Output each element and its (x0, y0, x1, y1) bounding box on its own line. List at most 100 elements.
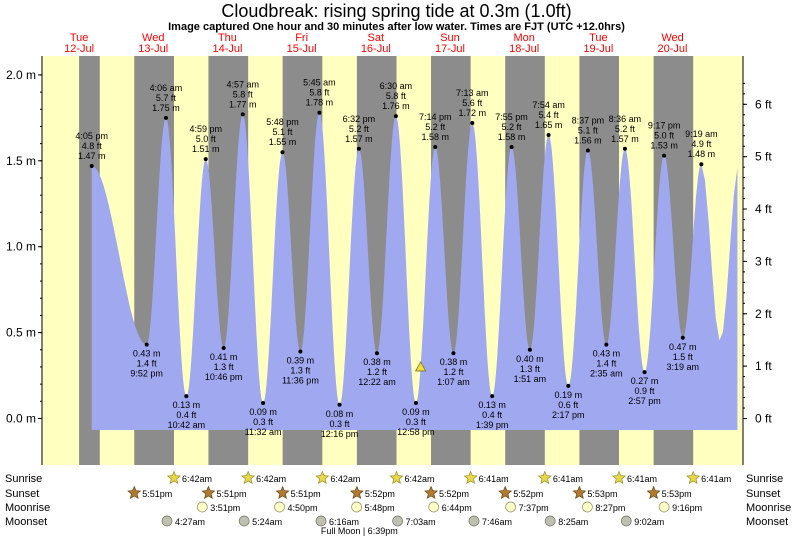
right-tick-label: 6 ft (755, 97, 772, 111)
tide-feet-label: 0.4 ft (482, 410, 503, 420)
tide-feet-label: 5.7 ft (156, 93, 177, 103)
day-name: Tue (70, 32, 89, 44)
tide-feet-label: 0.9 ft (635, 386, 656, 396)
day-date: 18-Jul (509, 43, 539, 55)
tide-feet-label: 5.0 ft (196, 134, 217, 144)
tide-point (566, 383, 571, 388)
tide-point (144, 342, 149, 347)
tide-point (280, 150, 285, 155)
tide-time-label: 12:58 pm (397, 427, 435, 437)
sunset-icon (646, 485, 661, 500)
moonrise-time: 7:37pm (519, 503, 549, 513)
left-tick-label: 1.5 m (6, 154, 36, 168)
tide-time-label: 10:46 pm (205, 372, 243, 382)
tide-point (240, 112, 245, 117)
tide-time-label: 7:54 am (532, 100, 565, 110)
moonset-time: 4:27am (175, 517, 205, 527)
sunrise-icon (611, 470, 627, 485)
sunrise-row-label-right: Sunrise (746, 473, 783, 485)
moonset-time: 7:46am (482, 517, 512, 527)
tide-feet-label: 5.8 ft (309, 88, 330, 98)
tide-time-label: 5:48 pm (266, 117, 299, 127)
day-headers: Tue12-JulWed13-JulThu14-JulFri15-JulSat1… (64, 32, 687, 55)
tide-meters-label: 0.43 m (593, 349, 621, 359)
tide-feet-label: 1.2 ft (367, 367, 388, 377)
tide-point (642, 370, 647, 375)
day-date: 20-Jul (658, 43, 688, 55)
tide-meters-label: 0.38 m (363, 357, 391, 367)
tide-meters-label: 1.58 m (498, 132, 526, 142)
tide-meters-label: 1.65 m (535, 120, 563, 130)
tide-time-label: 12:22 am (358, 377, 396, 387)
tide-point (604, 342, 609, 347)
sunrise-row-label-left: Sunrise (5, 473, 42, 485)
tide-curve (91, 112, 738, 430)
moonset-icon (468, 515, 480, 527)
day-date: 15-Jul (287, 43, 317, 55)
moonrise-row-label-right: Moonrise (746, 502, 791, 514)
tide-time-label: 2:35 am (590, 369, 623, 379)
tide-time-label: 11:36 pm (282, 375, 319, 385)
sunset-icon (201, 485, 216, 500)
sunrise-icon (389, 470, 404, 485)
moonrise-row-label-left: Moonrise (5, 502, 50, 514)
tide-feet-label: 5.2 ft (502, 122, 523, 132)
moonset-time: 9:02am (634, 517, 664, 527)
tide-feet-label: 0.3 ft (253, 417, 274, 427)
tide-meters-label: 1.48 m (688, 149, 716, 159)
tide-meters-label: 1.76 m (382, 101, 410, 111)
tide-meters-label: 0.41 m (210, 352, 238, 362)
tide-point (680, 335, 685, 340)
sunset-icon (349, 485, 364, 500)
day-date: 16-Jul (361, 43, 391, 55)
tide-point (298, 349, 303, 354)
tide-meters-label: 1.57 m (345, 134, 373, 144)
moonset-row-label-left: Moonset (5, 516, 47, 528)
tide-feet-label: 5.2 ft (425, 122, 446, 132)
day-name: Wed (142, 32, 164, 44)
tide-feet-label: 1.3 ft (214, 362, 235, 372)
sunset-icon (275, 485, 290, 500)
sunset-row-label-left: Sunset (5, 488, 39, 500)
tide-feet-label: 0.3 ft (406, 417, 427, 427)
tide-time-label: 6:30 am (380, 81, 413, 91)
moonset-icon (315, 515, 327, 527)
right-tick-label: 5 ft (755, 150, 772, 164)
tide-feet-label: 1.4 ft (596, 359, 617, 369)
sunset-row-label-right: Sunset (746, 488, 780, 500)
tide-time-label: 1:39 pm (476, 420, 509, 430)
day-date: 14-Jul (212, 43, 242, 55)
moonset-time: 6:16am (329, 517, 359, 527)
moonrise-time: 4:50pm (287, 503, 317, 513)
right-tick-label: 0 ft (755, 412, 772, 426)
tide-point (184, 394, 189, 399)
tide-point (490, 394, 495, 399)
tide-meters-label: 1.56 m (574, 135, 602, 145)
sunset-icon (572, 485, 587, 500)
tide-time-label: 5:45 am (303, 78, 336, 88)
moonrise-icon (582, 501, 593, 513)
current-tide-marker (414, 361, 427, 372)
sun-moon-rows: Sunrise Sunrise 6:42am 6:42am 6:42am 6:42am 6:… (5, 470, 791, 536)
tide-meters-label: 0.43 m (133, 349, 161, 359)
tide-point (337, 402, 342, 407)
tide-meters-label: 1.53 m (650, 141, 678, 151)
tide-point (433, 145, 438, 150)
left-tick-label: 0.0 m (6, 412, 36, 426)
right-tick-label: 1 ft (755, 359, 772, 373)
tide-point (662, 153, 667, 158)
tide-time-label: 6:32 pm (343, 114, 376, 124)
moonrise-time: 5:48pm (365, 503, 395, 513)
moonrise-icon (196, 501, 208, 513)
sunset-time: 5:52pm (365, 489, 395, 499)
tide-meters-label: 1.57 m (611, 134, 639, 144)
tide-meters-label: 0.09 m (402, 407, 430, 417)
tide-meters-label: 1.58 m (421, 132, 449, 142)
moonset-time: 7:03am (406, 517, 436, 527)
tide-point (585, 148, 590, 153)
tide-point (622, 146, 627, 151)
sunrise-time: 6:42am (256, 474, 286, 484)
sunrise-icon (315, 470, 330, 485)
moonrise-icon (351, 501, 362, 513)
tide-feet-label: 5.6 ft (462, 98, 483, 108)
